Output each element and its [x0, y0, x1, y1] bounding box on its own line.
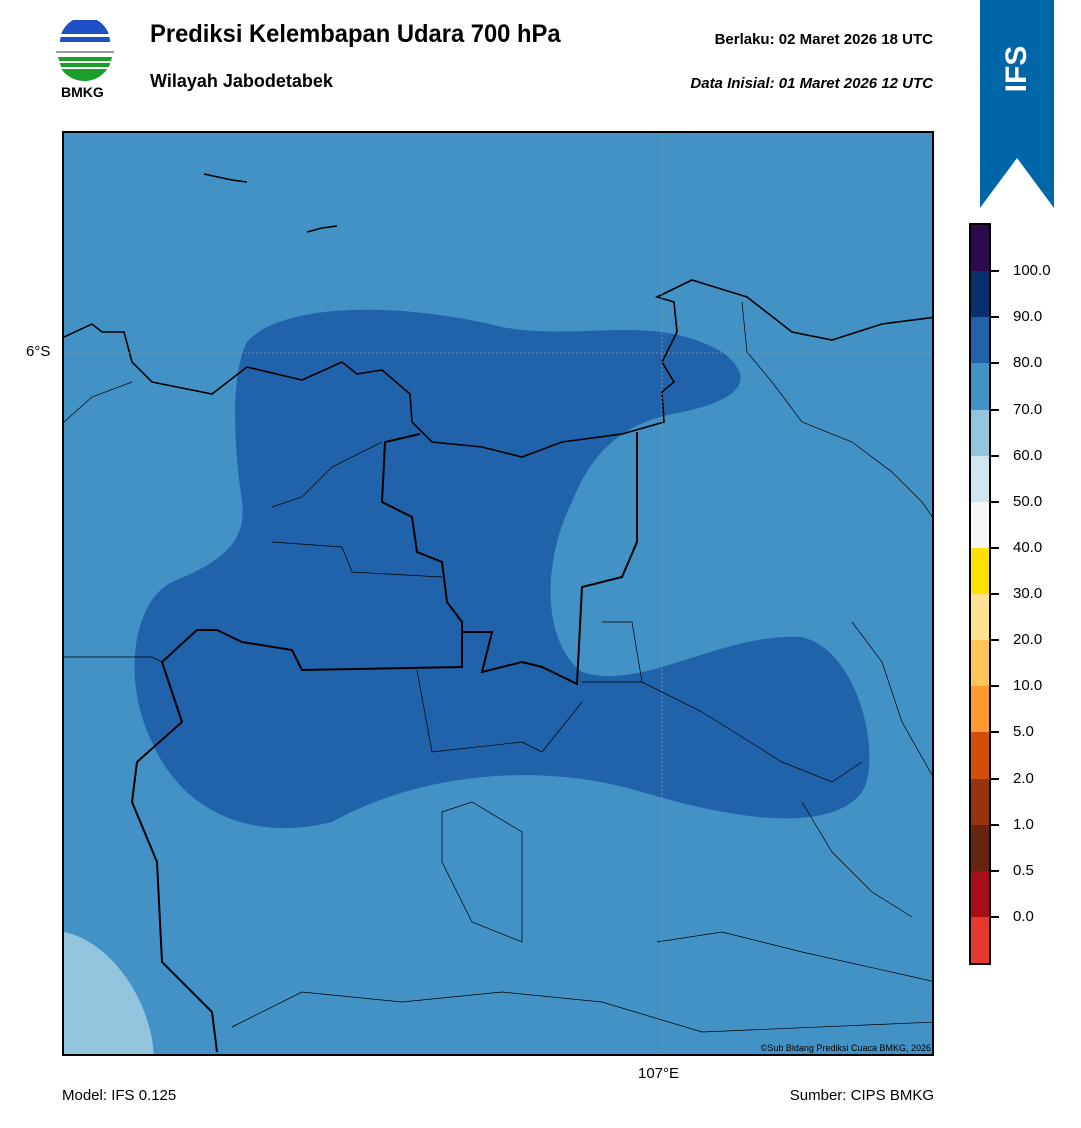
colorbar-label: 70.0 — [1013, 400, 1043, 418]
province-border — [130, 432, 638, 1053]
copyright: ©Sub Bidang Prediksi Cuaca BMKG, 2026 — [760, 1043, 931, 1053]
page-title: Prediksi Kelembapan Udara 700 hPa — [150, 20, 561, 48]
colorbar-segment — [971, 225, 989, 272]
colorbar-segment — [971, 317, 989, 364]
colorbar-segment — [971, 778, 989, 825]
colorbar-tick — [991, 915, 999, 918]
colorbar-tick — [991, 639, 999, 642]
humidity-80-90-area — [134, 309, 870, 829]
regency-borders — [64, 301, 932, 1033]
colorbar-segment — [971, 409, 989, 456]
colorbar-segment — [971, 363, 989, 410]
initial-time: Data Inisial: 01 Maret 2026 12 UTC — [690, 75, 933, 92]
model-label: Model: IFS 0.125 — [62, 1087, 177, 1104]
coastline — [64, 173, 932, 458]
colorbar-label: 20.0 — [1013, 631, 1043, 649]
colorbar-label: 10.0 — [1013, 677, 1043, 695]
source-label: Sumber: CIPS BMKG — [789, 1087, 934, 1104]
colorbar-segment — [971, 686, 989, 733]
colorbar-tick — [991, 362, 999, 365]
longitude-label: 107°E — [638, 1065, 680, 1082]
colorbar-tick — [991, 685, 999, 688]
ifs-badge — [980, 0, 1054, 208]
colorbar-segment — [971, 732, 989, 779]
humidity-map[interactable] — [62, 131, 934, 1056]
colorbar-tick — [991, 869, 999, 872]
colorbar-tick — [991, 731, 999, 734]
humidity-60-70-area — [64, 932, 154, 1054]
colorbar-label: 2.0 — [1013, 769, 1034, 787]
colorbar-segment — [971, 455, 989, 502]
colorbar-label: 5.0 — [1013, 723, 1034, 741]
colorbar-label: 90.0 — [1013, 308, 1043, 326]
colorbar-label: 80.0 — [1013, 354, 1043, 372]
colorbar-segment — [971, 916, 989, 963]
valid-time: Berlaku: 02 Maret 2026 18 UTC — [714, 31, 933, 48]
colorbar-label: 30.0 — [1013, 585, 1043, 602]
colorbar-segment — [971, 501, 989, 548]
colorbar-label: 0.0 — [1013, 907, 1034, 925]
colorbar-tick — [991, 777, 999, 780]
colorbar-segment — [971, 271, 989, 318]
colorbar-tick — [991, 593, 999, 595]
colorbar-segment — [971, 824, 989, 871]
colorbar-tick — [991, 408, 999, 411]
bmkg-logo — [56, 20, 114, 82]
colorbar-tick — [991, 454, 999, 457]
colorbar-tick — [991, 823, 999, 826]
colorbar-segment — [971, 594, 989, 641]
colorbar-label: 1.0 — [1013, 815, 1034, 833]
colorbar-tick — [991, 316, 999, 319]
ifs-badge-label: IFS — [1000, 45, 1033, 93]
region-subtitle: Wilayah Jabodetabek — [150, 71, 333, 91]
colorbar-segment — [971, 547, 989, 594]
colorbar-label: 60.0 — [1013, 446, 1043, 464]
logo-text: BMKG — [61, 84, 104, 100]
colorbar-segment — [971, 870, 989, 917]
colorbar-tick — [991, 270, 999, 273]
colorbar — [969, 223, 991, 965]
colorbar-label: 0.5 — [1013, 861, 1034, 879]
colorbar-label: 50.0 — [1013, 492, 1043, 510]
colorbar-segment — [971, 640, 989, 687]
colorbar-tick — [991, 546, 999, 549]
colorbar-tick — [991, 500, 999, 503]
colorbar-label: 100.0 — [1013, 262, 1051, 280]
colorbar-label: 40.0 — [1013, 538, 1043, 556]
latitude-label: 6°S — [26, 343, 51, 360]
